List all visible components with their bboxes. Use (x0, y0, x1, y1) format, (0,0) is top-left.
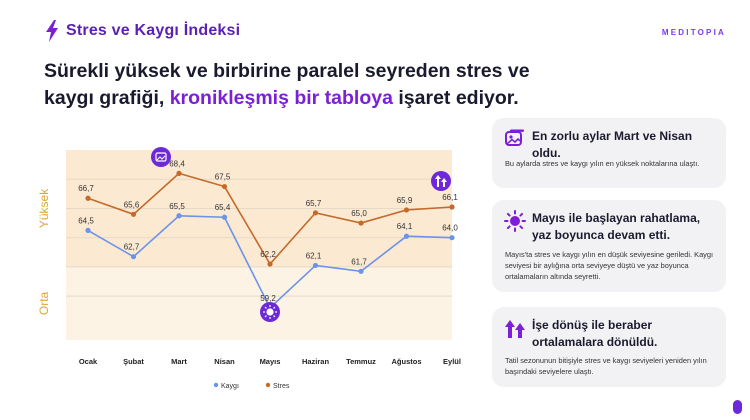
legend-label: Kaygı (221, 383, 239, 390)
headline-part1: Sürekli yüksek ve birbirine paralel seyr… (44, 60, 530, 109)
x-tick-label: Temmuz (346, 357, 376, 366)
x-tick-label: Şubat (123, 357, 144, 366)
data-point (221, 214, 228, 220)
data-label: 65,6 (124, 200, 140, 209)
headline: Sürekli yüksek ve birbirine paralel seyr… (44, 58, 584, 112)
data-point (176, 170, 182, 176)
data-label: 62,2 (260, 250, 276, 259)
data-label: 65,7 (306, 199, 322, 208)
data-point (85, 195, 91, 201)
data-label: 65,4 (215, 203, 231, 212)
data-label: 67,5 (215, 173, 231, 182)
data-label: 62,7 (124, 243, 140, 252)
insight-card-return: İşe dönüş ile beraber ortalamalara dönül… (492, 307, 726, 387)
data-point (403, 233, 410, 239)
data-label: 64,5 (78, 216, 94, 225)
band-label-high: Yüksek (37, 188, 51, 228)
sun-icon (504, 210, 526, 232)
data-point (449, 235, 455, 241)
data-label: 59,2 (260, 294, 276, 303)
card-title: İşe dönüş ile beraber ortalamalara dönül… (532, 318, 658, 349)
legend-marker (265, 382, 271, 388)
data-label: 66,7 (78, 184, 94, 193)
data-point (312, 262, 319, 269)
data-label: 62,1 (306, 251, 322, 260)
data-point (358, 268, 364, 274)
data-point (130, 254, 137, 260)
x-tick-label: Ocak (79, 357, 98, 366)
gallery-icon (151, 147, 171, 167)
data-point (449, 204, 455, 210)
sun-icon (260, 302, 280, 322)
top-bar (0, 0, 750, 4)
data-point (403, 207, 410, 213)
data-point (221, 183, 228, 190)
page-title: Stres ve Kaygı İndeksi (66, 22, 241, 39)
legend-marker (213, 382, 219, 388)
insight-card-peak: En zorlu aylar Mart ve Nisan oldu. Bu ay… (492, 118, 726, 188)
x-tick-label: Nisan (214, 357, 235, 366)
legend-label: Stres (273, 383, 290, 390)
band-mid (66, 266, 452, 340)
data-label: 65,9 (397, 196, 413, 205)
data-point (358, 220, 364, 226)
data-point (85, 227, 91, 233)
gallery-icon (505, 129, 524, 146)
x-tick-label: Haziran (302, 357, 330, 366)
card-title: Mayıs ile başlayan rahatlama, yaz boyunc… (532, 211, 701, 242)
card-title: En zorlu aylar Mart ve Nisan oldu. (532, 129, 693, 160)
data-point (130, 211, 137, 217)
rising-arrows-icon (505, 320, 525, 338)
data-label: 64,0 (442, 224, 458, 233)
band-label-mid: Orta (37, 291, 51, 315)
insight-card-relief: Mayıs ile başlayan rahatlama, yaz boyunc… (492, 200, 726, 292)
headline-highlight: kronikleşmiş bir tabloya (169, 87, 393, 109)
data-label: 65,0 (351, 209, 367, 218)
scroll-down-button[interactable] (733, 400, 742, 414)
header: Stres ve Kaygı İndeksi (44, 20, 240, 42)
data-label: 66,1 (442, 193, 458, 202)
lightning-icon (46, 20, 58, 42)
card-body: Bu aylarda stres ve kaygı yılın en yükse… (505, 159, 700, 168)
data-label: 64,1 (397, 222, 413, 231)
data-label: 68,4 (169, 159, 185, 168)
line-chart: Yüksek Orta 64,5 62,7 65,5 65,4 59,2 62,1 61,7 64… (37, 147, 461, 390)
x-tick-label: Ağustos (392, 357, 422, 366)
data-label: 65,5 (169, 202, 185, 211)
card-body: Tatil sezonunun bitişiyle stres ve kaygı… (505, 356, 707, 376)
data-point (267, 261, 273, 267)
data-point (312, 210, 319, 216)
rising-arrows-icon (431, 171, 451, 191)
headline-part2: işaret ediyor. (392, 87, 519, 109)
data-point (176, 213, 182, 219)
card-body: Mayıs'ta stres ve kaygı yılın en düşük s… (505, 250, 714, 281)
x-tick-label: Mart (171, 357, 187, 366)
x-tick-label: Mayıs (260, 357, 281, 366)
brand-logo: MEDITOPIA (661, 28, 726, 37)
data-label: 61,7 (351, 257, 367, 266)
x-tick-label: Eylül (443, 357, 461, 366)
